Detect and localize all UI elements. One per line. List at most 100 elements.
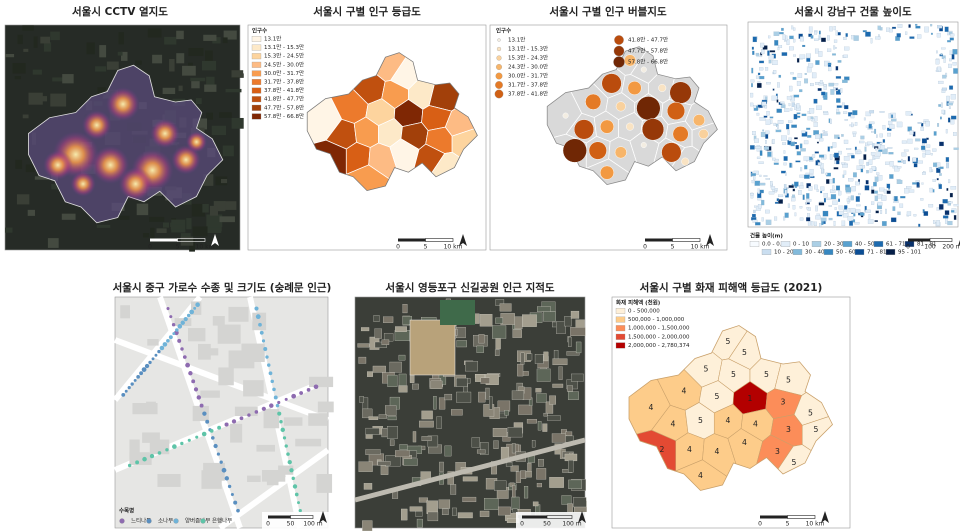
district-grade: 5 (715, 392, 720, 401)
building (851, 122, 854, 128)
building (843, 111, 848, 114)
scale-bar (908, 238, 930, 242)
building (806, 207, 809, 210)
parcel (493, 440, 499, 449)
block (278, 465, 294, 475)
scale-label: 5 (786, 521, 790, 528)
district-grade: 3 (786, 425, 791, 434)
legend-swatch (615, 333, 626, 340)
building (853, 213, 856, 217)
building (915, 180, 920, 183)
district-grade: 5 (814, 425, 819, 434)
tree (213, 443, 218, 449)
bubble (562, 112, 569, 119)
terrain (203, 174, 214, 186)
legend-label: 71 - 81 (867, 250, 886, 256)
building (897, 211, 901, 216)
bubble (692, 114, 706, 127)
building (792, 205, 796, 210)
building (854, 222, 860, 225)
building (817, 88, 822, 91)
scale-label: 100 m (562, 521, 581, 528)
parcel (566, 385, 573, 392)
building (874, 195, 878, 202)
building (879, 142, 883, 145)
block (256, 444, 275, 452)
building (767, 151, 772, 157)
railway (354, 437, 586, 503)
building (752, 50, 755, 55)
tree (191, 379, 196, 384)
building (822, 130, 825, 133)
building (948, 106, 951, 110)
building (836, 105, 842, 108)
building (842, 79, 848, 83)
building (838, 150, 842, 155)
tree (171, 323, 176, 327)
building (828, 82, 835, 87)
district (727, 428, 763, 491)
scale-label: 100 m (303, 521, 322, 528)
terrain (190, 77, 206, 82)
legend-swatch (811, 241, 822, 247)
terrain (206, 214, 223, 228)
building (951, 54, 955, 60)
legend-swatch (495, 72, 503, 80)
building (855, 181, 860, 186)
building (755, 146, 761, 149)
legend-label: 0 - 500,000 (628, 309, 660, 315)
building (865, 209, 871, 213)
scale-label: 10 km (691, 244, 710, 251)
legend-swatch (251, 79, 262, 85)
parcel (418, 497, 428, 503)
terrain (52, 77, 66, 82)
building (882, 125, 886, 130)
parcel (570, 327, 586, 336)
district-grade: 4 (753, 420, 758, 429)
building (953, 132, 957, 136)
parcel (456, 391, 472, 403)
tree (174, 330, 179, 336)
building (859, 212, 865, 216)
parcel (511, 390, 525, 400)
tree (162, 342, 168, 347)
building (896, 121, 903, 128)
building (788, 103, 791, 107)
parcel (395, 326, 407, 332)
building (879, 187, 885, 192)
parcel (383, 316, 394, 323)
scale-label: 10 km (444, 244, 463, 251)
building (950, 210, 955, 213)
legend-swatch (251, 96, 262, 103)
building (886, 183, 891, 189)
legend-swatch (495, 64, 502, 71)
building (772, 60, 778, 66)
building (789, 35, 794, 40)
block (147, 338, 159, 346)
building (942, 199, 948, 204)
building (832, 200, 838, 205)
building (794, 212, 797, 217)
building (889, 174, 894, 179)
terrain (222, 145, 234, 157)
building (783, 156, 788, 161)
building (947, 102, 953, 106)
legend-swatch (251, 104, 262, 111)
building (757, 204, 762, 209)
tree (172, 444, 177, 449)
tree (284, 444, 288, 448)
legend-swatch (761, 249, 772, 255)
building (780, 170, 786, 174)
tree (224, 476, 229, 481)
bubble (636, 96, 661, 121)
tree (267, 363, 271, 367)
scale-label: 0 (148, 244, 152, 251)
building (843, 37, 847, 40)
building (900, 196, 906, 199)
parcel (365, 427, 380, 435)
building (830, 194, 837, 200)
building (806, 193, 810, 199)
building (850, 207, 856, 213)
building (753, 176, 756, 180)
tree (196, 395, 201, 400)
